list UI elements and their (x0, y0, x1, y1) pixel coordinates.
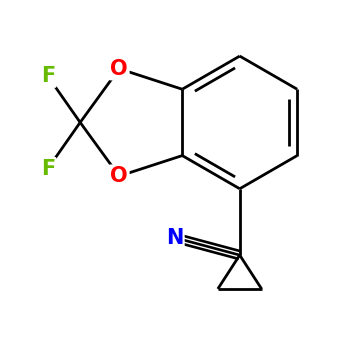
Text: O: O (110, 59, 128, 79)
Text: N: N (166, 228, 183, 248)
Text: O: O (110, 166, 128, 186)
Text: F: F (41, 66, 55, 86)
Text: F: F (41, 159, 55, 179)
